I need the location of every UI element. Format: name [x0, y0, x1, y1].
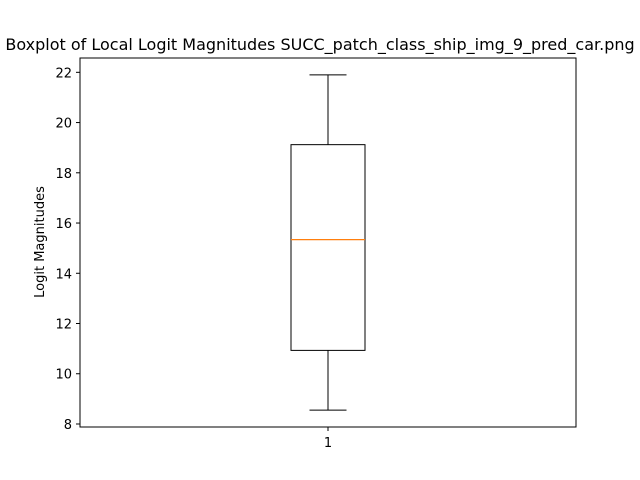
- y-tick-label: 8: [64, 418, 72, 433]
- y-tick-label: 18: [55, 167, 72, 182]
- box-series: [290, 74, 366, 411]
- y-tick-label: 22: [55, 66, 72, 81]
- y-tick-label: 10: [55, 368, 72, 383]
- y-tick-label: 14: [55, 267, 72, 282]
- chart-title: Boxplot of Local Logit Magnitudes SUCC_p…: [5, 35, 634, 55]
- x-tick-label: 1: [324, 436, 332, 451]
- y-axis-label: Logit Magnitudes: [33, 186, 48, 298]
- box-iqr: [290, 144, 366, 351]
- y-axis-ticks: 8 10 12 14 16 18 20 22: [55, 66, 80, 433]
- x-axis-ticks: 1: [324, 427, 332, 451]
- y-tick-label: 16: [55, 217, 72, 232]
- y-tick-label: 12: [55, 318, 72, 333]
- y-tick-label: 20: [55, 117, 72, 132]
